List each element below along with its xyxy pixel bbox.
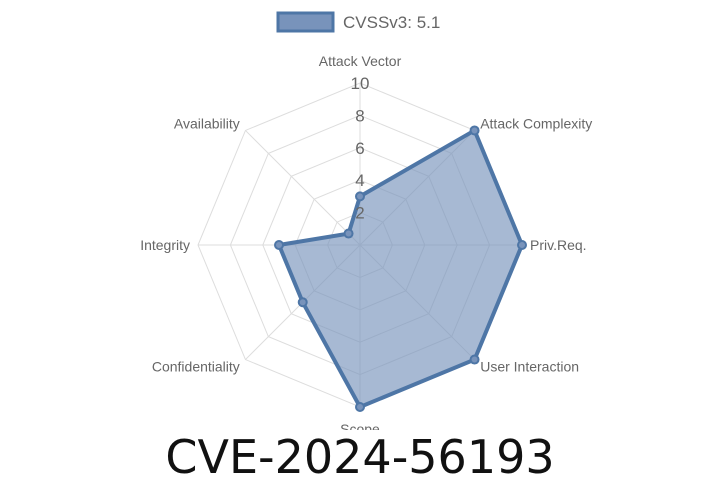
data-point (297, 297, 308, 308)
series-layer (274, 125, 527, 412)
axis-label: Priv.Req. (530, 237, 587, 253)
legend: CVSSv3: 5.1 (276, 11, 440, 33)
axis-label: Integrity (140, 237, 190, 253)
axis-label: User Interaction (480, 359, 579, 375)
tick-label: 10 (351, 74, 370, 93)
tick-label: 4 (355, 171, 364, 190)
tick-label: 6 (355, 139, 364, 158)
axis-label: Availability (174, 115, 240, 131)
legend-label: CVSSv3: 5.1 (343, 13, 440, 32)
axis-label: Scope (340, 421, 380, 430)
data-point (469, 125, 480, 136)
tick-label: 2 (355, 204, 364, 223)
radar-chart: CVSSv3: 5.1 2 4 6 8 10 Attack Vector Attack C… (140, 11, 592, 430)
tick-labels: 2 4 6 8 10 (351, 74, 370, 223)
grid-spoke (245, 130, 361, 246)
cve-title: CVE-2024-56193 (165, 430, 555, 484)
axis-label: Confidentiality (152, 359, 240, 375)
axis-labels: Attack Vector Attack Complexity Priv.Req. U… (140, 53, 592, 430)
data-point (343, 228, 354, 239)
data-point (469, 354, 480, 365)
data-point (517, 240, 527, 250)
data-point (355, 402, 365, 412)
axis-label: Attack Complexity (480, 115, 592, 131)
legend-swatch (276, 11, 335, 33)
axis-label: Attack Vector (319, 53, 402, 69)
data-point (355, 191, 365, 202)
tick-label: 8 (355, 106, 364, 125)
data-point (274, 240, 284, 250)
